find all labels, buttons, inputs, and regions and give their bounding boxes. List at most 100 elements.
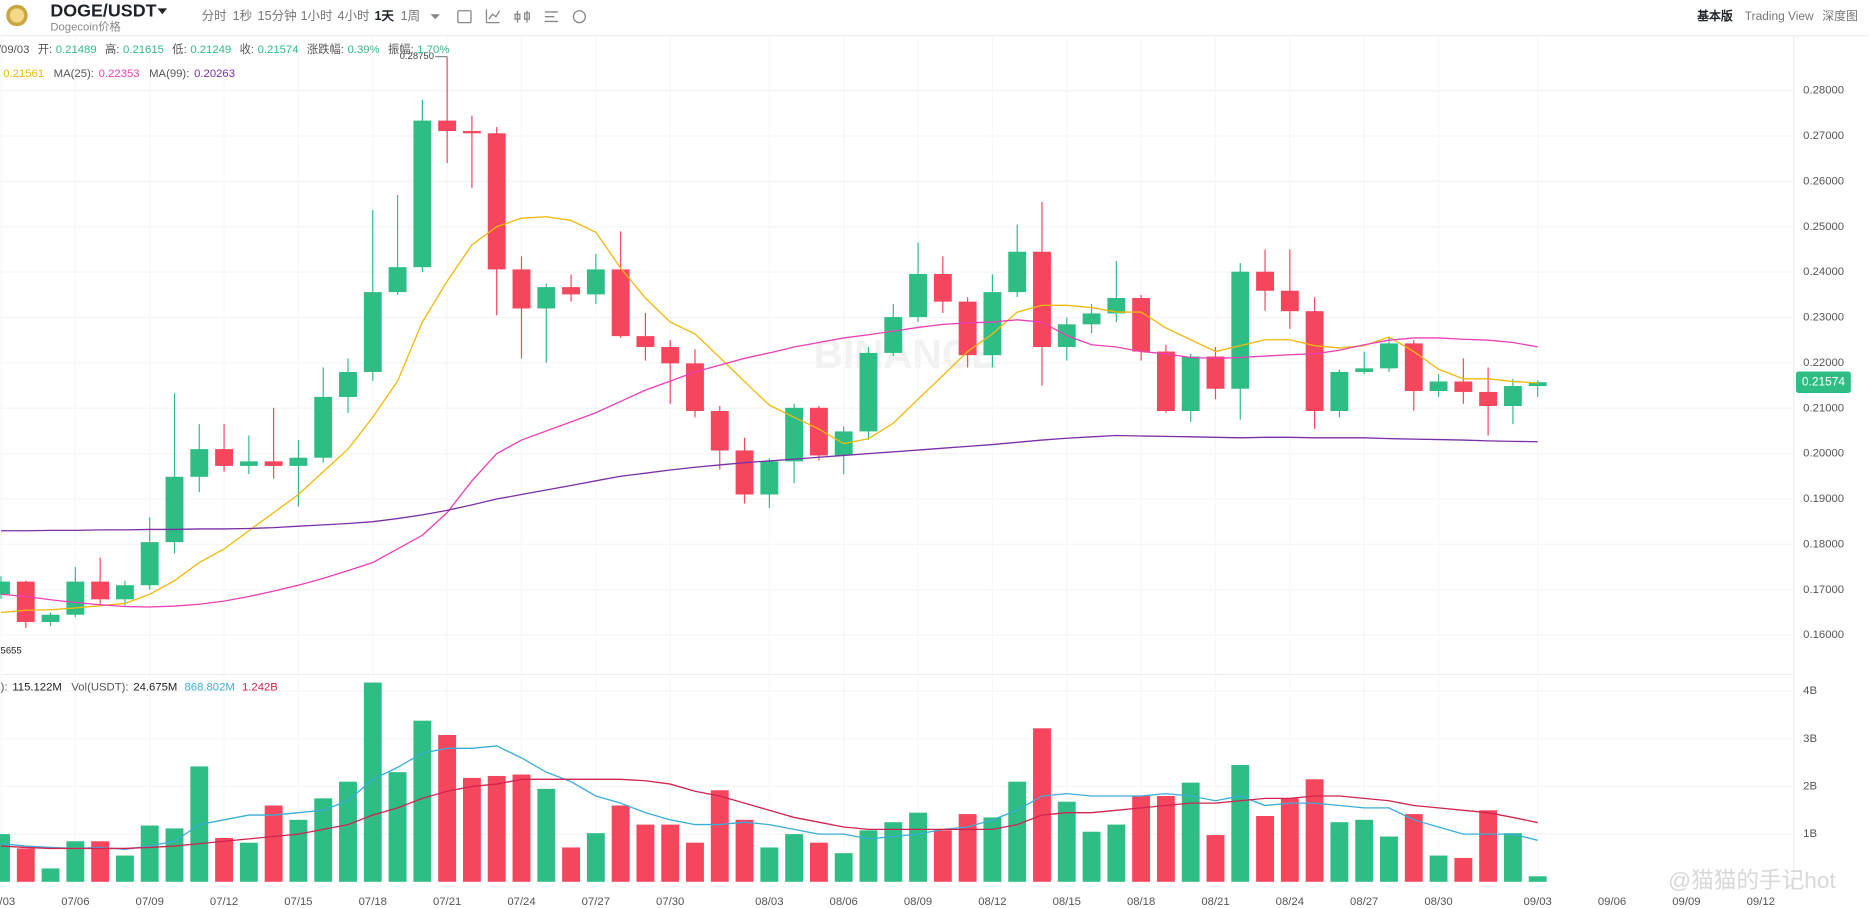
x-tick-label: 08/12 [978, 896, 1006, 908]
x-tick-label: 08/24 [1276, 896, 1304, 908]
volume-ma-line [0, 778, 1538, 850]
volume-bar [958, 814, 977, 882]
x-tick-label: 08/15 [1053, 896, 1081, 908]
x-tick-label: 07/30 [656, 896, 684, 908]
view-tab[interactable]: 基本版 [1696, 9, 1733, 23]
icon-settings[interactable] [572, 10, 587, 24]
candle-body [958, 301, 977, 356]
candle-body [388, 267, 407, 293]
candle-body [91, 581, 110, 600]
volume-legend-name: Vol(DOGE): [0, 682, 8, 694]
interval-dropdown[interactable] [430, 14, 440, 20]
y-tick-label: 0.25000 [1803, 221, 1844, 233]
interval-button[interactable]: 分时 [202, 9, 228, 23]
low-label: 0.15655 [0, 645, 22, 656]
volume-bar [289, 819, 308, 882]
candle-body [1503, 386, 1522, 407]
candle-body [1231, 271, 1250, 389]
candle-body [909, 273, 927, 318]
x-tick-label: 07/12 [210, 896, 238, 908]
volume-bar [91, 841, 110, 882]
ma-legend-value: 0.20263 [194, 68, 235, 80]
candle-body [611, 269, 630, 337]
candle-body [41, 614, 60, 622]
icon-calendar[interactable] [457, 10, 472, 24]
volume-bar [809, 842, 828, 882]
x-tick-label: 07/03 [0, 896, 15, 908]
ma-legend-name: MA(99): [149, 68, 189, 80]
y-tick-label: 0.26000 [1803, 175, 1844, 187]
coin-logo-inner [9, 8, 25, 23]
info-value: 0.21574 [258, 44, 299, 56]
candle-body [735, 450, 754, 495]
y-tick-label: 0.21000 [1803, 402, 1844, 414]
interval-button[interactable]: 1天 [374, 9, 394, 23]
view-tab[interactable]: 深度图 [1822, 9, 1858, 23]
last-price-label: 0.21574 [1802, 374, 1845, 388]
interval-button[interactable]: 1周 [401, 9, 420, 23]
candle-body [1380, 343, 1398, 369]
candle-body [859, 352, 878, 432]
volume-bar [314, 798, 333, 882]
info-label: 开: [38, 44, 52, 56]
volume-bar [1528, 876, 1547, 882]
x-tick-label: 09/06 [1598, 896, 1626, 908]
ma-line [0, 434, 1538, 532]
volume-bar [760, 847, 779, 882]
candle-body [1454, 381, 1473, 392]
volume-bar [487, 775, 506, 882]
volume-bar [661, 824, 680, 882]
candle-body [1355, 368, 1374, 372]
ma-legend: MA(7):0.21561MA(25):0.22353MA(99):0.2026… [0, 68, 235, 80]
x-tick-label: 09/03 [1524, 896, 1552, 908]
x-tick-label: 08/30 [1424, 896, 1452, 908]
view-tab[interactable]: Trading View [1745, 9, 1814, 23]
ohlc-info: /09/03 开: 0.21489 高: 0.21615 低: 0.21249 收: 0.215… [0, 42, 449, 56]
candle-body [1404, 343, 1423, 392]
info-value: 1.70% [417, 44, 449, 56]
symbol-dropdown[interactable] [157, 8, 168, 15]
candle-body [1528, 382, 1547, 387]
candle-body [586, 269, 605, 295]
candle-body [562, 287, 580, 295]
volume-bar [438, 734, 457, 882]
x-tick-label: 07/18 [359, 896, 387, 908]
icon-chart-type[interactable] [514, 10, 531, 23]
volume-bar [115, 855, 134, 882]
interval-button[interactable]: 1小时 [301, 9, 333, 23]
volume-bar [1107, 824, 1126, 882]
volume-legend-value: 115.122M [12, 682, 61, 694]
candle-body [809, 407, 828, 456]
x-tick-label: 07/15 [284, 896, 312, 908]
candle-body [16, 581, 35, 622]
volume-bar [1008, 781, 1027, 882]
volume-bar [339, 781, 357, 882]
volume-bar [239, 842, 258, 882]
volume-bar [16, 848, 35, 882]
info-value: 0.21615 [123, 44, 164, 56]
info-value: 0.39% [348, 44, 380, 56]
volume-bar [909, 812, 927, 882]
candle-body [1429, 381, 1448, 392]
volume-bar [1132, 795, 1151, 882]
volume-bar [1404, 814, 1423, 882]
candle-body [983, 292, 1002, 356]
volume-bar [413, 720, 432, 882]
interval-button[interactable]: 4小时 [338, 9, 370, 23]
candle-body [512, 269, 531, 309]
y-tick-label: 0.28000 [1803, 85, 1844, 97]
icon-indicator[interactable] [485, 9, 501, 24]
ma-line [0, 319, 1538, 608]
y-tick-label: 0.22000 [1803, 357, 1844, 369]
interval-button[interactable]: 15分钟 [258, 8, 297, 23]
icon-settings-list[interactable] [544, 11, 558, 23]
volume-bar [140, 825, 159, 882]
candle-body [264, 461, 283, 466]
interval-button[interactable]: 1秒 [233, 9, 252, 23]
volume-bar [1355, 819, 1374, 882]
candle-body [1305, 311, 1324, 411]
volume-bar [785, 834, 804, 882]
volume-bar [983, 817, 1002, 882]
volume-bar [636, 824, 655, 882]
volume-bar [1380, 836, 1398, 882]
